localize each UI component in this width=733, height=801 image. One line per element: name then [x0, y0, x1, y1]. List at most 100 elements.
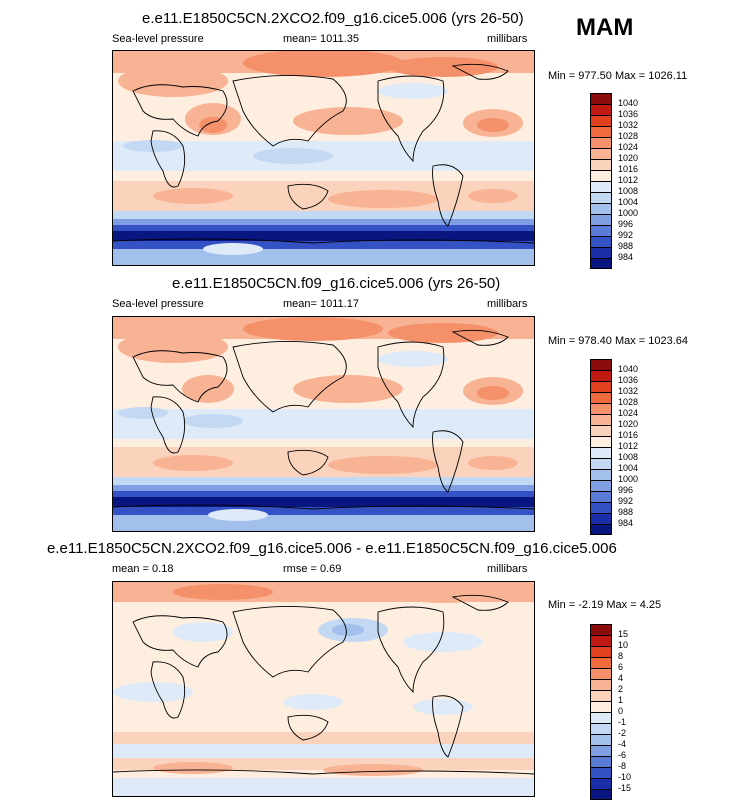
colorbar-swatch — [590, 414, 612, 425]
colorbar-label: 1032 — [618, 386, 639, 396]
colorbar-label: 10 — [618, 640, 629, 650]
colorbar-label: 996 — [618, 485, 634, 495]
panel-2-minmax: Min = 978.40 Max = 1023.64 — [548, 335, 689, 347]
colorbar-swatch — [590, 745, 612, 756]
colorbar-label: 1000 — [618, 474, 639, 484]
colorbar-swatch — [590, 701, 612, 712]
colorbar-swatch — [590, 635, 612, 646]
panel-3-units-label: millibars — [487, 563, 528, 575]
colorbar-label: 1040 — [618, 364, 639, 374]
colorbar-swatch — [590, 214, 612, 225]
panel-3-map — [112, 581, 535, 797]
colorbar-label: -4 — [618, 739, 627, 749]
panel-1-mean-label: mean= 1011.35 — [283, 33, 359, 45]
colorbar-label: 1036 — [618, 109, 639, 119]
colorbar-label: 984 — [618, 518, 634, 528]
colorbar-swatch — [590, 425, 612, 436]
colorbar-swatch — [590, 447, 612, 458]
colorbar-swatch — [590, 247, 612, 258]
colorbar-swatch — [590, 436, 612, 447]
panel-2-title: e.e11.E1850C5CN.f09_g16.cice5.006 (yrs 2… — [172, 275, 501, 292]
colorbar-swatch — [590, 181, 612, 192]
colorbar-label: 1004 — [618, 197, 639, 207]
colorbar-swatch — [590, 170, 612, 181]
panel-1-variable-label: Sea-level pressure — [112, 33, 204, 45]
colorbar-swatch — [590, 778, 612, 789]
panel-1-colorbar: 1040 1036 1032 1028 1024 1020 1016 1012 1008 1004… — [590, 93, 638, 269]
colorbar-label: 1032 — [618, 120, 639, 130]
colorbar-label: 1004 — [618, 463, 639, 473]
panel-3-rmse-label: rmse = 0.69 — [283, 563, 342, 575]
colorbar-label: 0 — [618, 706, 624, 716]
panel-1-units-label: millibars — [487, 33, 528, 45]
colorbar-label: 1012 — [618, 175, 639, 185]
colorbar-swatch — [590, 381, 612, 392]
colorbar-label: 992 — [618, 230, 634, 240]
colorbar-swatch — [590, 104, 612, 115]
colorbar-swatch — [590, 159, 612, 170]
colorbar-label: 988 — [618, 507, 634, 517]
colorbar-swatch — [590, 359, 612, 370]
colorbar-swatch — [590, 624, 612, 635]
colorbar-swatch — [590, 137, 612, 148]
colorbar-swatch — [590, 756, 612, 767]
colorbar-label: -2 — [618, 728, 627, 738]
colorbar-swatch — [590, 668, 612, 679]
panel-2-units-label: millibars — [487, 298, 528, 310]
colorbar-label: 8 — [618, 651, 624, 661]
colorbar-label: 1020 — [618, 153, 639, 163]
colorbar-label: 1028 — [618, 397, 639, 407]
colorbar-swatch — [590, 513, 612, 524]
colorbar-label: 2 — [618, 684, 624, 694]
colorbar-label: 984 — [618, 252, 634, 262]
colorbar-swatch — [590, 524, 612, 535]
colorbar-swatch — [590, 126, 612, 137]
colorbar-swatch — [590, 192, 612, 203]
colorbar-swatch — [590, 657, 612, 668]
colorbar-label: 1040 — [618, 98, 639, 108]
colorbar-swatch — [590, 712, 612, 723]
colorbar-swatch — [590, 723, 612, 734]
colorbar-label: 1016 — [618, 164, 639, 174]
colorbar-swatch — [590, 225, 612, 236]
colorbar-label: 1 — [618, 695, 624, 705]
colorbar-swatch — [590, 370, 612, 381]
panel-2-variable-label: Sea-level pressure — [112, 298, 204, 310]
colorbar-label: 996 — [618, 219, 634, 229]
colorbar-swatch — [590, 148, 612, 159]
panel-3-colorbar: 15 10 8 6 4 2 1 0 -1 -2 -4 -6 -8 -10 -15 — [590, 624, 631, 800]
colorbar-label: 992 — [618, 496, 634, 506]
colorbar-label: 1036 — [618, 375, 639, 385]
colorbar-label: 988 — [618, 241, 634, 251]
panel-1-title: e.e11.E1850C5CN.2XCO2.f09_g16.cice5.006 … — [142, 10, 524, 27]
colorbar-label: 1008 — [618, 452, 639, 462]
panel-3-title: e.e11.E1850C5CN.2XCO2.f09_g16.cice5.006 … — [47, 540, 617, 557]
panel-1-minmax: Min = 977.50 Max = 1026.11 — [548, 70, 688, 82]
panel-3-minmax: Min = -2.19 Max = 4.25 — [548, 599, 662, 611]
colorbar-label: -8 — [618, 761, 627, 771]
colorbar-label: 15 — [618, 629, 629, 639]
colorbar-label: 4 — [618, 673, 624, 683]
colorbar-swatch — [590, 491, 612, 502]
colorbar-swatch — [590, 690, 612, 701]
panel-3-mean-label: mean = 0.18 — [112, 563, 174, 575]
panel-2-colorbar: 1040 1036 1032 1028 1024 1020 1016 1012 1008 1004… — [590, 359, 638, 535]
colorbar-label: 1024 — [618, 142, 639, 152]
colorbar-label: 1012 — [618, 441, 639, 451]
colorbar-swatch — [590, 258, 612, 269]
colorbar-swatch — [590, 502, 612, 513]
colorbar-swatch — [590, 93, 612, 104]
colorbar-label: -6 — [618, 750, 627, 760]
colorbar-label: 1016 — [618, 430, 639, 440]
colorbar-label: -15 — [618, 783, 632, 793]
panel-2-mean-label: mean= 1011.17 — [283, 298, 359, 310]
colorbar-label: -1 — [618, 717, 627, 727]
colorbar-label: 1020 — [618, 419, 639, 429]
colorbar-label: 6 — [618, 662, 624, 672]
colorbar-swatch — [590, 469, 612, 480]
colorbar-swatch — [590, 403, 612, 414]
colorbar-swatch — [590, 734, 612, 745]
colorbar-label: -10 — [618, 772, 632, 782]
colorbar-label: 1008 — [618, 186, 639, 196]
colorbar-label: 1000 — [618, 208, 639, 218]
